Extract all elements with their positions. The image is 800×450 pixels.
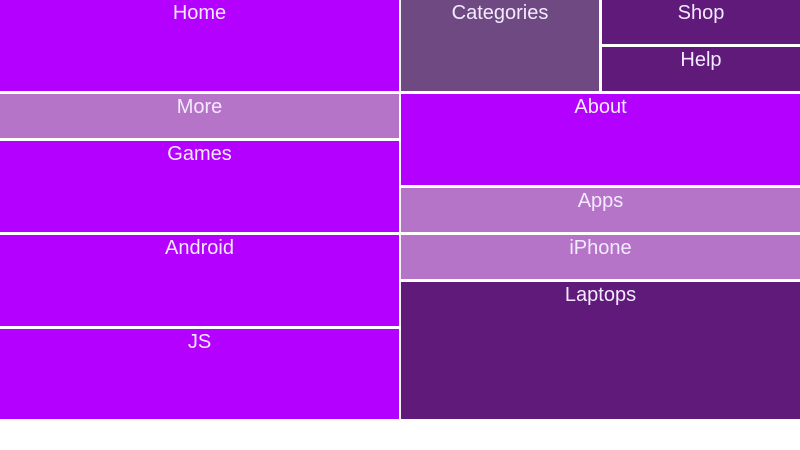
tile-more[interactable]: More — [0, 94, 399, 138]
tile-about[interactable]: About — [401, 94, 800, 185]
tile-laptops[interactable]: Laptops — [401, 282, 800, 419]
tile-iphone[interactable]: iPhone — [401, 235, 800, 279]
tile-categories[interactable]: Categories — [401, 0, 599, 91]
tile-apps[interactable]: Apps — [401, 188, 800, 232]
tile-shop[interactable]: Shop — [602, 0, 800, 44]
tile-home[interactable]: Home — [0, 0, 399, 91]
tile-help[interactable]: Help — [602, 47, 800, 91]
tile-js[interactable]: JS — [0, 329, 399, 419]
tile-android[interactable]: Android — [0, 235, 399, 326]
tile-games[interactable]: Games — [0, 141, 399, 232]
